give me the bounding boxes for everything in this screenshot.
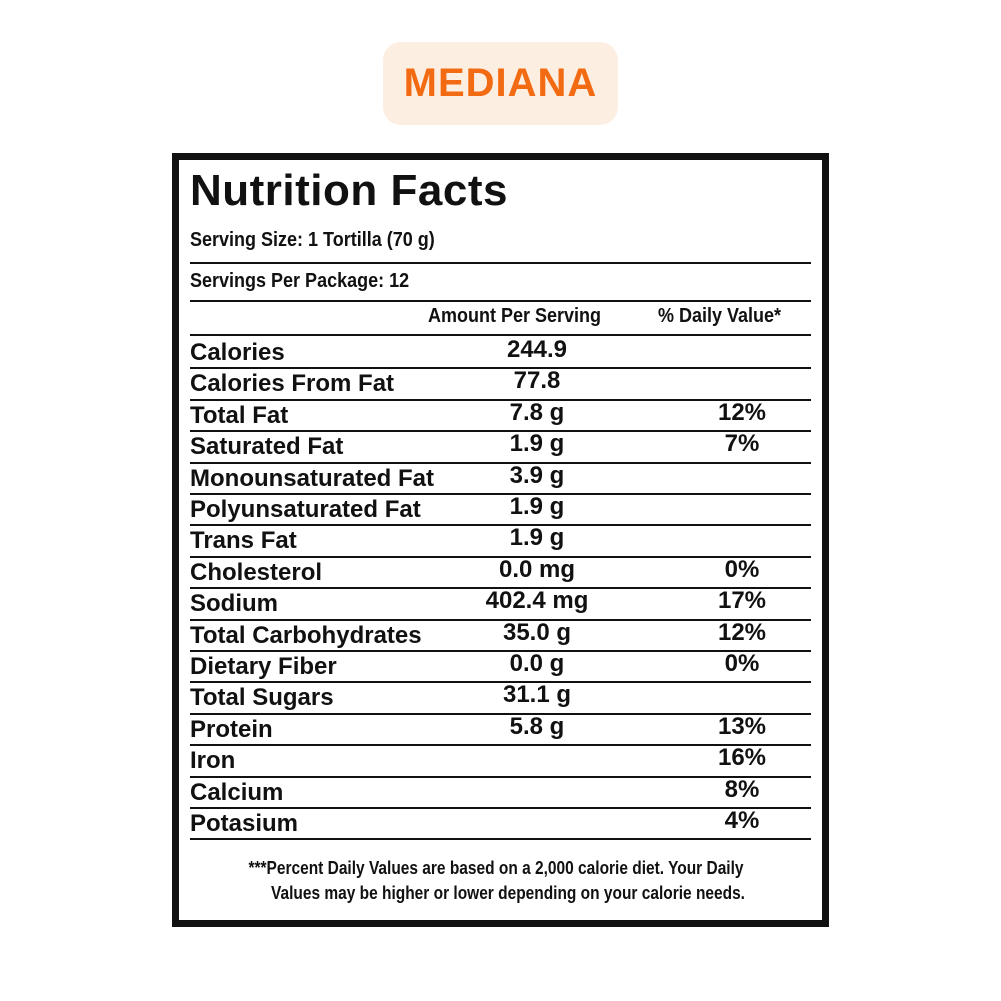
- rule: [190, 300, 811, 302]
- daily-value: 0%: [724, 555, 760, 583]
- nutrient-name: Saturated Fat: [190, 433, 344, 461]
- amount: 1.9 g: [509, 493, 565, 520]
- nutrient-name: Monounsaturated Fat: [190, 464, 434, 492]
- nutrient-name: Trans Fat: [190, 527, 297, 555]
- rule: [190, 775, 811, 778]
- column-header: % Daily Value*: [658, 305, 782, 327]
- rule: [190, 807, 811, 809]
- rule: [190, 618, 811, 621]
- nutrient-name: Sodium: [190, 590, 278, 618]
- nutrient-name: Dietary Fiber: [190, 653, 337, 680]
- daily-value: 4%: [724, 807, 760, 834]
- rule: [190, 430, 811, 433]
- nutrient-name: Calories: [190, 339, 285, 366]
- amount: 3.9 g: [509, 461, 565, 489]
- rule: [190, 334, 811, 336]
- nutrient-name: Total Carbohydrates: [190, 621, 422, 649]
- daily-value: 12%: [717, 618, 767, 646]
- nutrient-name: Total Fat: [190, 401, 289, 429]
- amount: 1.9 g: [509, 430, 565, 458]
- amount: 0.0 g: [509, 650, 565, 677]
- badge: MEDIANA: [403, 61, 598, 105]
- daily-value: 0%: [724, 650, 760, 677]
- amount: 77.8: [513, 367, 561, 395]
- rule: [190, 587, 811, 590]
- rule: [190, 555, 811, 558]
- nutrient-name: Potasium: [190, 810, 299, 837]
- amount: 1.9 g: [509, 524, 565, 552]
- daily-value: 16%: [717, 744, 767, 772]
- rule: [190, 493, 811, 495]
- rule: [190, 650, 811, 652]
- servings-per-package: Servings Per Package: 12: [190, 270, 410, 292]
- nutrient-name: Calcium: [190, 778, 284, 806]
- rule: [190, 367, 811, 370]
- amount: 244.9: [506, 336, 568, 363]
- footnote: Values may be higher or lower depending …: [271, 883, 745, 903]
- label-title: Nutrition Facts: [190, 166, 508, 215]
- daily-value: 12%: [717, 398, 767, 426]
- nutrient-name: Protein: [190, 715, 273, 743]
- rule: [190, 524, 811, 527]
- daily-value: 8%: [724, 775, 760, 803]
- nutrient-name: Iron: [190, 747, 236, 775]
- amount: 7.8 g: [509, 398, 565, 426]
- nutrient-name: Cholesterol: [190, 558, 323, 586]
- daily-value: 7%: [724, 430, 760, 458]
- amount: 5.8 g: [509, 712, 565, 740]
- badge-background: [383, 42, 618, 125]
- column-header: Amount Per Serving: [428, 305, 602, 327]
- label-border: [172, 153, 829, 927]
- daily-value: 13%: [717, 712, 767, 740]
- nutrient-name: Total Sugars: [190, 684, 334, 712]
- serving-size: Serving Size: 1 Tortilla (70 g): [190, 229, 435, 251]
- rule: [190, 712, 811, 715]
- rule: [190, 744, 811, 747]
- nutrient-name: Polyunsaturated Fat: [190, 496, 421, 523]
- rule: [190, 398, 811, 401]
- amount: 31.1 g: [502, 681, 572, 709]
- amount: 402.4 mg: [485, 587, 589, 615]
- daily-value: 17%: [717, 587, 767, 615]
- rule: [190, 838, 811, 841]
- amount: 0.0 mg: [498, 555, 576, 583]
- rule: [190, 461, 811, 464]
- rule: [190, 262, 811, 264]
- footnote: ***Percent Daily Values are based on a 2…: [248, 858, 744, 878]
- rule: [190, 681, 811, 684]
- nutrient-name: Calories From Fat: [190, 370, 395, 398]
- amount: 35.0 g: [502, 618, 572, 646]
